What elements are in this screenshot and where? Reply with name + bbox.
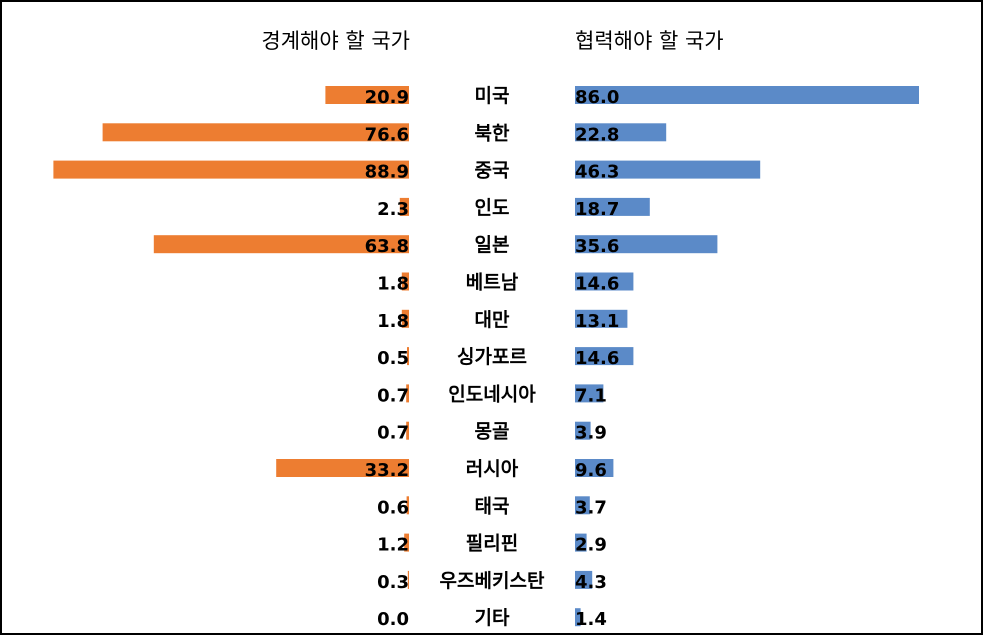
bar-right-3 <box>575 197 650 216</box>
category-label-3: 인도 <box>475 197 510 219</box>
bar-left-5 <box>401 272 409 291</box>
value-label-right-14: 1.4 <box>575 609 607 630</box>
value-label-right-12: 2.9 <box>575 535 607 556</box>
category-label-11: 태국 <box>475 495 510 517</box>
value-label-right-0: 86.0 <box>575 87 619 108</box>
category-label-2: 중국 <box>475 160 510 182</box>
bar-right-14 <box>575 608 581 627</box>
bar-left-6 <box>401 309 409 328</box>
value-label-right-9: 3.9 <box>575 423 607 444</box>
category-label-5: 베트남 <box>466 272 519 294</box>
right-series-title: 협력해야 할 국가 <box>575 29 724 53</box>
bar-right-13 <box>575 570 593 589</box>
bar-right-9 <box>575 421 591 440</box>
bar-right-2 <box>575 160 761 179</box>
bar-left-0 <box>325 86 409 104</box>
category-label-10: 러시아 <box>466 458 519 480</box>
bar-right-8 <box>575 384 604 403</box>
category-label-8: 인도네시아 <box>448 383 536 405</box>
value-label-right-6: 13.1 <box>575 311 619 332</box>
value-label-left-7: 0.5 <box>377 348 409 369</box>
bar-left-3 <box>399 197 409 216</box>
bar-left-11 <box>406 496 409 515</box>
value-label-right-13: 4.3 <box>575 572 607 593</box>
value-label-left-10: 33.2 <box>365 460 409 481</box>
value-label-left-14: 0.0 <box>377 609 409 630</box>
value-label-left-11: 0.6 <box>377 497 409 518</box>
category-label-9: 몽골 <box>475 421 510 443</box>
bar-right-1 <box>575 123 667 142</box>
category-label-12: 필리핀 <box>466 533 518 555</box>
category-label-0: 미국 <box>475 85 510 107</box>
value-label-right-2: 46.3 <box>575 162 619 183</box>
left-bars <box>53 86 410 589</box>
bar-right-4 <box>575 235 718 254</box>
data-labels: 20.9 86.0 76.6 22.8 88.9 46.3 2.3 18.7 63.8 35.6 1… <box>365 87 620 630</box>
value-label-right-7: 14.6 <box>575 348 619 369</box>
category-label-4: 일본 <box>475 234 510 256</box>
value-label-left-8: 0.7 <box>377 385 409 406</box>
bar-left-13 <box>407 570 409 589</box>
value-label-left-0: 20.9 <box>365 87 409 108</box>
value-label-right-8: 7.1 <box>575 385 607 406</box>
value-label-left-13: 0.3 <box>377 572 409 593</box>
value-label-left-1: 76.6 <box>365 124 409 145</box>
value-label-right-4: 35.6 <box>575 236 619 257</box>
value-label-left-9: 0.7 <box>377 423 409 444</box>
bar-right-5 <box>575 272 634 291</box>
bar-left-7 <box>407 347 409 366</box>
value-label-left-6: 1.8 <box>377 311 409 332</box>
bar-left-1 <box>102 123 409 142</box>
category-label-7: 싱가포르 <box>457 346 527 368</box>
value-label-right-10: 9.6 <box>575 460 607 481</box>
value-label-right-11: 3.7 <box>575 497 607 518</box>
bar-right-7 <box>575 347 634 366</box>
bar-left-4 <box>153 235 409 254</box>
category-label-14: 기타 <box>475 607 510 629</box>
category-label-1: 북한 <box>475 122 510 144</box>
value-label-left-5: 1.8 <box>377 274 409 295</box>
bar-right-0 <box>575 86 919 104</box>
bar-right-6 <box>575 309 628 328</box>
bar-left-12 <box>404 533 409 552</box>
right-bars <box>575 86 919 627</box>
category-labels: 미국북한중국인도일본베트남대만싱가포르인도네시아몽골러시아태국필리핀우즈베키스탄… <box>440 85 545 629</box>
value-label-right-1: 22.8 <box>575 124 619 145</box>
value-label-right-3: 18.7 <box>575 199 619 220</box>
category-label-13: 우즈베키스탄 <box>440 570 545 592</box>
bar-left-10 <box>276 459 409 477</box>
bar-right-11 <box>575 496 590 515</box>
bar-right-10 <box>575 459 614 477</box>
left-series-title: 경계해야 할 국가 <box>261 29 410 53</box>
value-label-left-4: 63.8 <box>365 236 409 257</box>
bar-left-2 <box>53 160 410 179</box>
value-label-right-5: 14.6 <box>575 274 619 295</box>
value-label-left-12: 1.2 <box>377 535 409 556</box>
value-label-left-3: 2.3 <box>377 199 409 220</box>
bar-left-8 <box>406 384 409 403</box>
bar-right-12 <box>575 533 587 552</box>
category-label-6: 대만 <box>475 309 510 331</box>
value-label-left-2: 88.9 <box>365 162 409 183</box>
bar-left-9 <box>406 421 409 440</box>
